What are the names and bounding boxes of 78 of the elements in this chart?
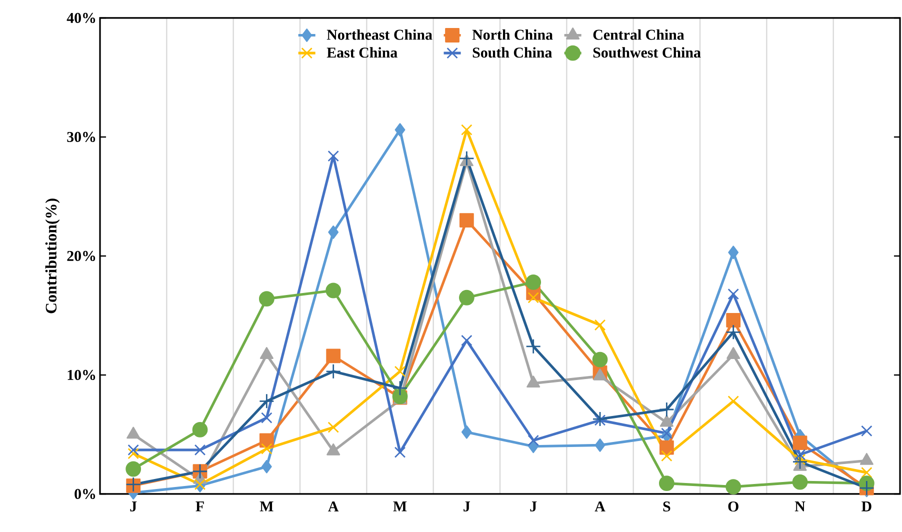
x-tick-label: A xyxy=(328,502,339,512)
y-tick-label: 10% xyxy=(68,370,96,380)
legend-label: North China xyxy=(472,29,553,40)
point xyxy=(592,411,608,427)
y-axis-title: Contribution(%) xyxy=(45,198,60,314)
point xyxy=(394,366,406,378)
point xyxy=(261,412,272,424)
point xyxy=(394,446,406,458)
x-tick-label: O xyxy=(728,502,738,512)
legend-label: South China xyxy=(472,47,552,58)
point xyxy=(594,414,606,426)
legend-label: East China xyxy=(326,47,398,58)
point xyxy=(726,324,742,340)
x-tick-label: A xyxy=(594,502,606,512)
point xyxy=(394,123,406,137)
point xyxy=(728,246,739,260)
point xyxy=(726,313,741,328)
x-tick-label: J xyxy=(130,502,137,512)
point xyxy=(126,461,142,477)
point xyxy=(261,443,272,454)
point xyxy=(328,422,339,433)
point xyxy=(328,225,339,239)
point xyxy=(258,291,274,307)
point xyxy=(861,466,872,478)
point xyxy=(592,352,608,368)
point xyxy=(726,479,742,495)
point xyxy=(461,334,472,346)
point xyxy=(458,150,474,166)
legend-label: Central China xyxy=(593,29,684,40)
x-tick-label: M xyxy=(260,502,274,512)
point xyxy=(192,422,208,438)
point xyxy=(661,428,672,439)
point xyxy=(661,450,672,462)
x-tick-label: J xyxy=(464,502,470,512)
point xyxy=(792,436,808,450)
legend-label: Northeast China xyxy=(326,29,432,40)
y-tick-label: 0% xyxy=(74,488,96,500)
point xyxy=(459,213,474,228)
x-tick-label: F xyxy=(196,502,204,512)
point xyxy=(594,438,606,452)
point xyxy=(128,444,139,456)
point xyxy=(794,449,806,460)
point xyxy=(861,425,872,437)
point xyxy=(794,454,806,466)
point xyxy=(728,396,739,407)
x-tick-label: N xyxy=(794,502,806,512)
x-tick-label: S xyxy=(663,502,670,512)
legend-label: Southwest China xyxy=(593,47,701,58)
x-tick-label: D xyxy=(862,502,872,512)
point xyxy=(461,124,472,136)
point xyxy=(461,425,472,439)
point xyxy=(326,282,342,298)
point xyxy=(659,440,674,455)
point xyxy=(326,364,342,380)
y-tick-label: 20% xyxy=(67,250,96,262)
point xyxy=(526,274,542,290)
point xyxy=(792,454,808,470)
y-tick-label: 30% xyxy=(67,132,96,142)
point xyxy=(528,292,539,304)
x-tick-label: J xyxy=(530,502,537,512)
point xyxy=(258,393,274,409)
point xyxy=(259,433,274,448)
point xyxy=(594,319,606,331)
x-tick-label: M xyxy=(393,502,407,512)
point xyxy=(194,444,206,456)
point xyxy=(658,402,674,418)
point xyxy=(128,448,139,460)
point xyxy=(728,288,739,300)
point xyxy=(658,476,674,491)
y-tick-label: 40% xyxy=(66,12,96,24)
point xyxy=(528,434,539,446)
point xyxy=(392,380,408,396)
point xyxy=(526,338,542,354)
point xyxy=(328,150,339,162)
point xyxy=(458,290,474,306)
point xyxy=(792,474,808,490)
point xyxy=(326,348,341,364)
point xyxy=(261,460,272,474)
